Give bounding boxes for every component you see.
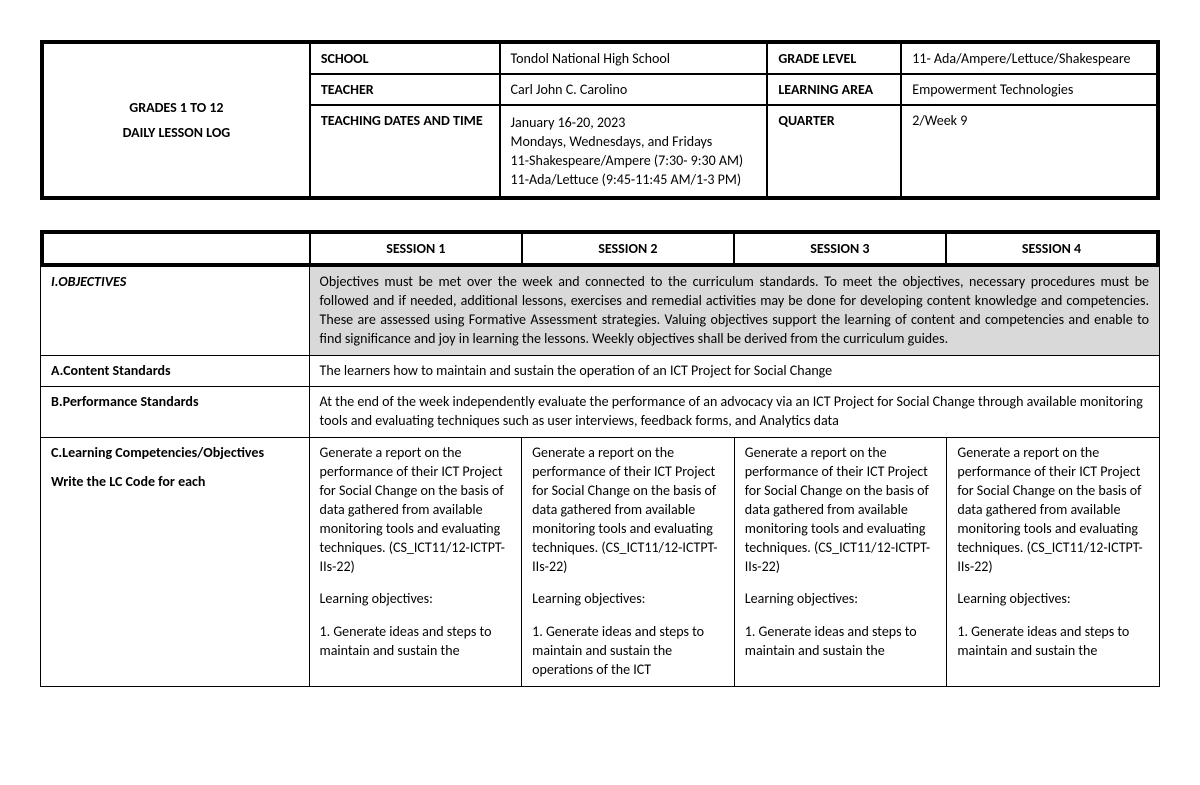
performance-standards-label: B.Performance Standards	[41, 387, 310, 438]
lc-text: Learning objectives:	[957, 590, 1149, 609]
learning-competencies-label: C.Learning Competencies/Objectives Write…	[41, 438, 310, 687]
dates-line: Mondays, Wednesdays, and Fridays	[511, 133, 757, 150]
content-standards-label: A.Content Standards	[41, 355, 310, 387]
lc-text: Generate a report on the performance of …	[532, 444, 724, 576]
school-label: SCHOOL	[310, 42, 500, 74]
school-value: Tondol National High School	[500, 42, 768, 74]
content-table: I.OBJECTIVES Objectives must be met over…	[40, 266, 1160, 687]
header-left: GRADES 1 TO 12 DAILY LESSON LOG	[42, 42, 310, 198]
lc-session-1: Generate a report on the performance of …	[309, 438, 522, 687]
lc-text: Generate a report on the performance of …	[745, 444, 937, 576]
lc-session-3: Generate a report on the performance of …	[734, 438, 947, 687]
performance-standards-value: At the end of the week independently eva…	[309, 387, 1159, 438]
dates-value: January 16-20, 2023 Mondays, Wednesdays,…	[500, 105, 768, 198]
session-2-header: SESSION 2	[522, 232, 734, 265]
learning-area-label: LEARNING AREA	[767, 74, 901, 105]
dates-line: 11-Shakespeare/Ampere (7:30- 9:30 AM)	[511, 152, 757, 169]
quarter-value: 2/Week 9	[901, 105, 1158, 198]
teacher-value: Carl John C. Carolino	[500, 74, 768, 105]
learning-area-value: Empowerment Technologies	[901, 74, 1158, 105]
dates-line: January 16-20, 2023	[511, 114, 757, 131]
session-3-header: SESSION 3	[734, 232, 946, 265]
objectives-title: I.OBJECTIVES	[41, 267, 310, 356]
teacher-label: TEACHER	[310, 74, 500, 105]
quarter-label: QUARTER	[767, 105, 901, 198]
dates-line: 11-Ada/Lettuce (9:45-11:45 AM/1-3 PM)	[511, 171, 757, 188]
session-1-header: SESSION 1	[310, 232, 522, 265]
session-4-header: SESSION 4	[946, 232, 1158, 265]
lc-text: 1. Generate ideas and steps to maintain …	[745, 623, 937, 661]
lc-text: Learning objectives:	[532, 590, 724, 609]
content-standards-value: The learners how to maintain and sustain…	[309, 355, 1159, 387]
lc-text: Learning objectives:	[745, 590, 937, 609]
lc-text: 1. Generate ideas and steps to maintain …	[957, 623, 1149, 661]
lc-session-4: Generate a report on the performance of …	[947, 438, 1160, 687]
lc-label-line1: C.Learning Competencies/Objectives	[51, 444, 299, 463]
grade-level-label: GRADE LEVEL	[767, 42, 901, 74]
lc-text: Learning objectives:	[320, 590, 512, 609]
session-header: SESSION 1 SESSION 2 SESSION 3 SESSION 4	[40, 230, 1160, 267]
dll-label: DAILY LESSON LOG	[54, 120, 299, 145]
lc-session-2: Generate a report on the performance of …	[522, 438, 735, 687]
grades-label: GRADES 1 TO 12	[54, 95, 299, 120]
objectives-note: Objectives must be met over the week and…	[309, 267, 1159, 356]
dates-label: TEACHING DATES AND TIME	[310, 105, 500, 198]
header-table: GRADES 1 TO 12 DAILY LESSON LOG SCHOOL T…	[40, 40, 1160, 200]
lc-label-line2: Write the LC Code for each	[51, 473, 299, 492]
lc-text: Generate a report on the performance of …	[957, 444, 1149, 576]
session-blank	[42, 232, 310, 265]
grade-level-value: 11- Ada/Ampere/Lettuce/Shakespeare	[901, 42, 1158, 74]
lc-text: 1. Generate ideas and steps to maintain …	[320, 623, 512, 661]
lc-text: 1. Generate ideas and steps to maintain …	[532, 623, 724, 680]
lc-text: Generate a report on the performance of …	[320, 444, 512, 576]
